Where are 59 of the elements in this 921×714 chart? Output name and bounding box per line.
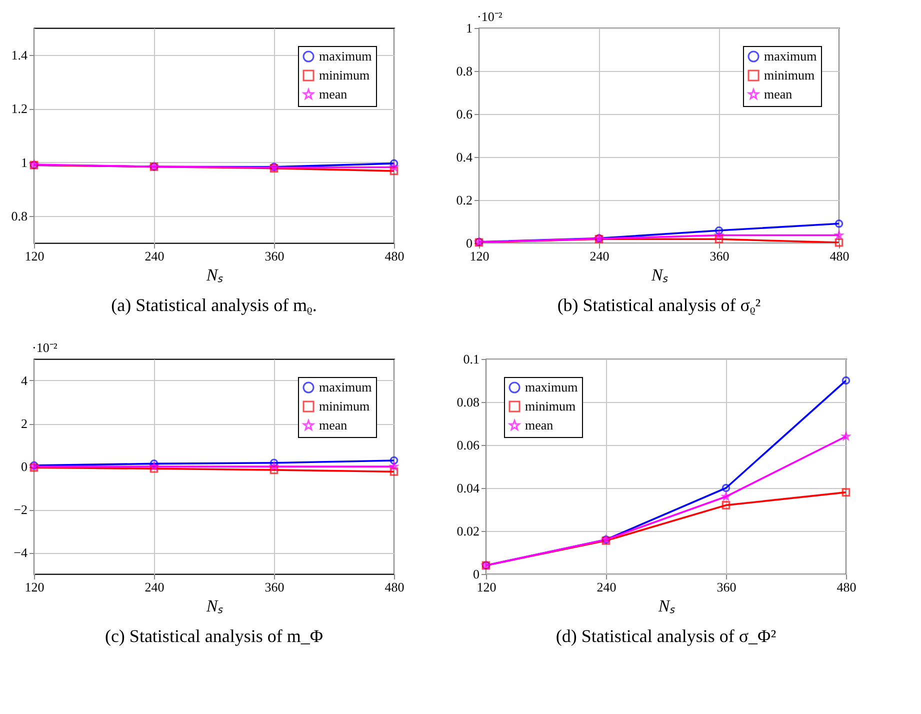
y-tick-label: 0 xyxy=(21,459,28,474)
x-axis-title: Nₛ xyxy=(205,596,224,616)
y-tick-label: 0.02 xyxy=(456,524,480,538)
y-tick-label: 0 xyxy=(466,236,472,250)
x-axis-title: Nₛ xyxy=(657,596,676,616)
x-tick-label: 240 xyxy=(596,580,616,594)
text: (d) Statistical analysis of σ_Φ² xyxy=(556,626,776,646)
y-tick-label: −4 xyxy=(14,545,28,560)
legend-label: minimum xyxy=(319,398,370,414)
legend-label: minimum xyxy=(764,68,815,82)
legend-label: mean xyxy=(764,86,793,102)
y-tick-label: 1 xyxy=(21,154,28,170)
x-tick-label: 480 xyxy=(836,580,856,594)
y-tick-label: 0.08 xyxy=(456,394,480,410)
y-tick-label: 1.2 xyxy=(11,101,28,116)
y-tick-label: 0.1 xyxy=(463,352,480,366)
text: ·10⁻² xyxy=(477,9,502,24)
y-tick-label: 1 xyxy=(466,20,472,36)
x-tick-label: 480 xyxy=(830,248,850,264)
x-axis-title: Nₛ xyxy=(205,266,224,284)
text: (c) Statistical analysis of m_Φ xyxy=(104,626,324,646)
text: (a) Statistical analysis of mᵨ. xyxy=(111,295,317,315)
x-tick-label: 240 xyxy=(590,248,610,264)
y-tick-label: 0.8 xyxy=(456,64,472,78)
y-tick-label: −2 xyxy=(14,502,28,517)
legend-label: minimum xyxy=(319,68,370,82)
x-tick-label: 120 xyxy=(470,248,490,264)
legend-label: mean xyxy=(319,418,348,432)
legend-label: maximum xyxy=(319,48,372,64)
legend-label: maximum xyxy=(525,380,578,394)
y-tick-label: 1.4 xyxy=(11,47,28,62)
legend-label: minimum xyxy=(525,398,576,414)
y-tick-label: 0.06 xyxy=(456,438,480,452)
text: (b) Statistical analysis of σᵨ² xyxy=(557,295,761,315)
y-tick-label: 0.4 xyxy=(456,150,473,164)
legend-label: mean xyxy=(319,86,348,102)
legend-label: maximum xyxy=(319,380,372,394)
x-tick-label: 240 xyxy=(144,248,164,264)
x-tick-label: 240 xyxy=(144,580,164,594)
x-tick-label: 360 xyxy=(264,248,284,264)
y-tick-label: 0.04 xyxy=(456,480,480,496)
y-tick-label: 0 xyxy=(473,566,480,582)
x-tick-label: 480 xyxy=(384,248,404,264)
x-tick-label: 360 xyxy=(716,580,736,594)
x-tick-label: 120 xyxy=(24,248,44,264)
legend-label: mean xyxy=(525,418,554,432)
x-tick-label: 360 xyxy=(710,248,730,264)
x-axis-title: Nₛ xyxy=(650,266,669,284)
y-tick-label: 0.2 xyxy=(456,192,472,208)
x-tick-label: 120 xyxy=(24,580,44,594)
x-tick-label: 480 xyxy=(384,580,404,594)
y-tick-label: 4 xyxy=(21,373,28,388)
x-tick-label: 360 xyxy=(264,580,284,594)
text: ·10⁻² xyxy=(32,340,58,355)
y-tick-label: 2 xyxy=(21,416,28,431)
y-tick-label: 0.8 xyxy=(11,208,28,224)
x-tick-label: 120 xyxy=(476,580,496,594)
legend-label: maximum xyxy=(764,48,817,64)
y-tick-label: 0.6 xyxy=(456,106,473,122)
